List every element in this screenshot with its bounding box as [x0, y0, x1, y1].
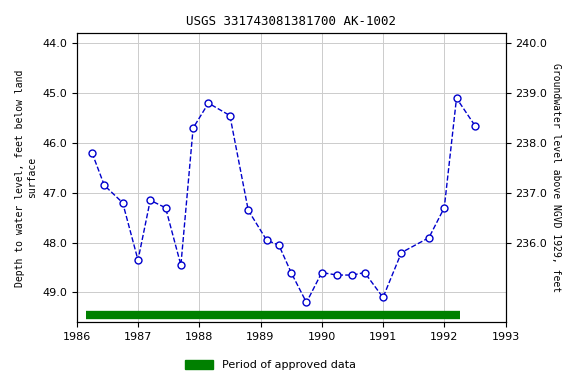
- Title: USGS 331743081381700 AK-1002: USGS 331743081381700 AK-1002: [186, 15, 396, 28]
- Y-axis label: Depth to water level, feet below land
surface: Depth to water level, feet below land su…: [15, 69, 37, 286]
- Legend: Period of approved data: Period of approved data: [181, 356, 361, 375]
- Y-axis label: Groundwater level above NGVD 1929, feet: Groundwater level above NGVD 1929, feet: [551, 63, 561, 293]
